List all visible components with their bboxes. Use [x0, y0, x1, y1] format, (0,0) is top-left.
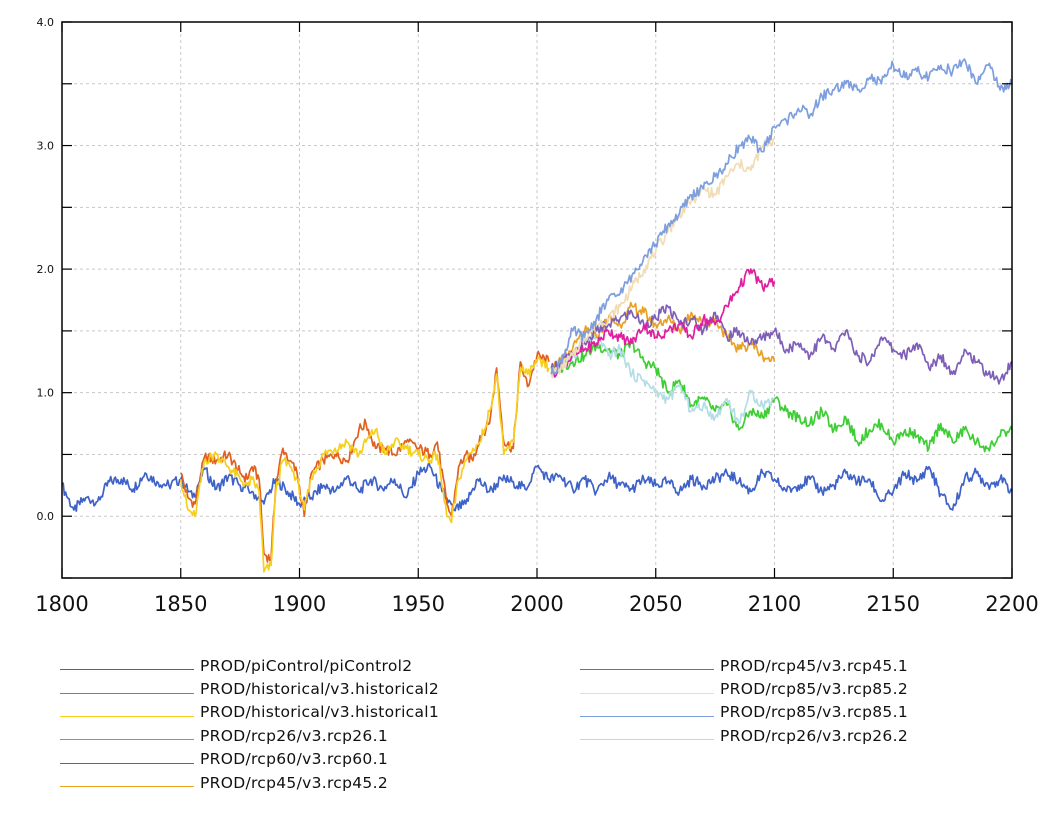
legend-item: PROD/historical/v3.historical2: [60, 677, 439, 700]
x-tick-label: 2200: [985, 592, 1038, 616]
legend-item: PROD/rcp60/v3.rcp60.1: [60, 748, 439, 771]
series-line: [550, 137, 775, 379]
legend-swatch: [60, 762, 194, 764]
legend-label: PROD/historical/v3.historical1: [200, 703, 440, 722]
legend-label: PROD/rcp45/v3.rcp45.1: [720, 656, 908, 675]
series-line: [550, 268, 776, 378]
legend-item: PROD/rcp26/v3.rcp26.1: [60, 724, 439, 747]
legend-item: PROD/historical/v3.historical1: [60, 701, 439, 724]
series-line: [550, 304, 1013, 385]
chart-legend: PROD/piControl/piControl2 PROD/historica…: [60, 654, 1040, 824]
legend-label: PROD/rcp45/v3.rcp45.2: [200, 773, 388, 792]
series-line: [61, 461, 1013, 512]
legend-item: PROD/piControl/piControl2: [60, 654, 439, 677]
y-tick-label: 2.0: [37, 263, 55, 276]
legend-label: PROD/rcp26/v3.rcp26.2: [720, 726, 908, 745]
y-tick-label: 0.0: [37, 510, 55, 523]
y-tick-label: 1.0: [37, 387, 55, 400]
x-tick-label: 1800: [35, 592, 88, 616]
tick-marks: [61, 21, 1013, 579]
legend-item: PROD/rcp45/v3.rcp45.1: [580, 654, 908, 677]
y-tick-label: 4.0: [37, 16, 55, 29]
y-tick-labels: 0.0 1.0 2.0 3.0 4.0: [37, 16, 55, 523]
legend-column-left: PROD/piControl/piControl2 PROD/historica…: [60, 654, 439, 794]
legend-swatch: [60, 715, 194, 717]
legend-swatch: [580, 715, 714, 717]
legend-item: PROD/rcp85/v3.rcp85.1: [580, 701, 908, 724]
legend-label: PROD/rcp60/v3.rcp60.1: [200, 750, 388, 769]
series-line: [551, 339, 1013, 453]
series-line: [550, 58, 1013, 376]
y-tick-label: 3.0: [37, 140, 55, 153]
legend-swatch: [60, 669, 194, 671]
series-line: [550, 333, 775, 425]
legend-item: PROD/rcp45/v3.rcp45.2: [60, 771, 439, 794]
x-tick-label: 2000: [510, 592, 563, 616]
legend-swatch: [580, 739, 714, 741]
x-tick-label: 2150: [867, 592, 920, 616]
legend-label: PROD/rcp85/v3.rcp85.2: [720, 680, 908, 699]
x-tick-label: 2100: [748, 592, 801, 616]
x-tick-labels: 1800 1850 1900 1950 2000 2050 2100 2150 2200: [35, 592, 1038, 616]
x-tick-label: 2050: [629, 592, 682, 616]
x-tick-label: 1950: [392, 592, 445, 616]
legend-swatch: [580, 692, 714, 694]
series-line: [179, 356, 550, 573]
legend-swatch: [60, 692, 194, 694]
series-line: [550, 301, 776, 372]
legend-swatch: [60, 786, 194, 788]
legend-label: PROD/historical/v3.historical2: [200, 680, 440, 699]
line-chart: 0.0 1.0 2.0 3.0 4.0 1800 1850 1900 1950 2000 2050…: [35, 16, 1038, 616]
legend-column-right: PROD/rcp45/v3.rcp45.1 PROD/rcp85/v3.rcp8…: [580, 654, 908, 748]
legend-item: PROD/rcp26/v3.rcp26.2: [580, 724, 908, 747]
legend-label: PROD/rcp85/v3.rcp85.1: [720, 703, 908, 722]
legend-swatch: [580, 669, 714, 671]
series-layer: [61, 58, 1013, 573]
legend-swatch: [60, 739, 194, 741]
legend-item: PROD/rcp85/v3.rcp85.2: [580, 677, 908, 700]
legend-label: PROD/rcp26/v3.rcp26.1: [200, 726, 388, 745]
legend-label: PROD/piControl/piControl2: [200, 656, 413, 675]
x-tick-label: 1850: [154, 592, 207, 616]
x-tick-label: 1900: [273, 592, 326, 616]
